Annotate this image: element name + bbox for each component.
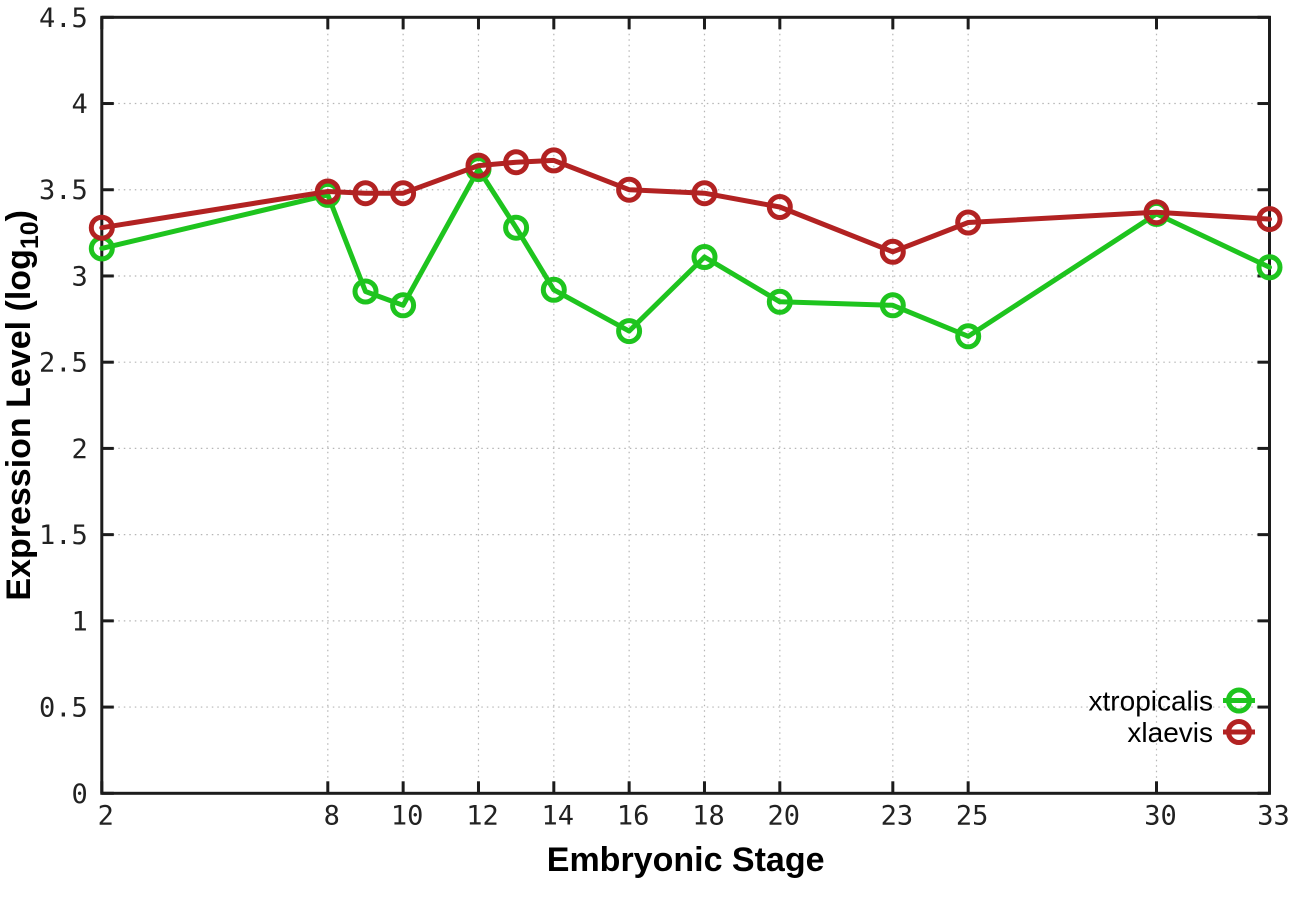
series-line-xlaevis [99, 157, 1272, 255]
data-point-marker [691, 180, 718, 207]
x-tick-label: 8 [324, 800, 340, 831]
data-point-marker [616, 318, 643, 345]
x-tick-label: 33 [1257, 800, 1290, 831]
y-tick-label: 4 [72, 89, 88, 120]
legend-marker-xtropicalis [1226, 687, 1252, 714]
data-point-marker [352, 180, 379, 207]
data-point-marker [390, 180, 417, 207]
x-axis-title: Embryonic Stage [547, 841, 825, 879]
data-point-marker [352, 278, 379, 305]
y-axis-title: Expression Level (log10) [0, 210, 44, 601]
data-point-marker [1256, 206, 1283, 233]
data-point-marker [540, 276, 567, 303]
series-markers-xlaevis [88, 147, 1283, 265]
data-point-marker [879, 292, 906, 319]
data-point-marker [691, 244, 718, 270]
y-tick-label: 4.5 [39, 3, 88, 34]
x-tick-label: 25 [956, 800, 989, 831]
x-tick-label: 16 [617, 800, 650, 831]
y-tick-label: 3 [72, 261, 88, 292]
data-point-marker [1256, 254, 1283, 281]
data-point-marker [88, 214, 115, 241]
x-tick-label: 20 [768, 800, 801, 831]
legend-label-xlaevis: xlaevis [1127, 717, 1213, 748]
tick-marks [100, 15, 1271, 795]
x-tick-label: 14 [542, 800, 575, 831]
plot-border [100, 15, 1271, 795]
x-tick-label: 18 [692, 800, 725, 831]
x-tick-label: 2 [98, 800, 114, 831]
y-tick-label: 2 [72, 434, 88, 465]
data-point-marker [1143, 199, 1170, 226]
data-point-marker [766, 288, 793, 315]
series-markers-xtropicalis [88, 156, 1283, 350]
data-point-marker [766, 194, 793, 220]
data-point-marker [465, 152, 492, 179]
data-point-marker [616, 176, 643, 203]
legend-marker-xlaevis [1226, 719, 1252, 745]
data-point-marker [314, 178, 341, 205]
y-tick-label: 1 [72, 606, 88, 637]
legend-label-xtropicalis: xtropicalis [1089, 685, 1213, 716]
data-point-marker [540, 147, 567, 174]
y-tick-label: 1.5 [39, 520, 88, 551]
x-tick-label: 12 [466, 800, 499, 831]
x-tick-label: 30 [1144, 800, 1177, 831]
y-tick-label: 2.5 [39, 348, 88, 379]
data-point-marker [879, 238, 906, 265]
series-line-xtropicalis [99, 166, 1272, 339]
x-tick-label: 23 [881, 800, 914, 831]
data-point-marker [503, 214, 530, 241]
y-tick-label: 0.5 [39, 693, 88, 724]
x-tick-label: 10 [391, 800, 424, 831]
y-tick-label: 0 [72, 779, 88, 810]
y-tick-label: 3.5 [39, 175, 88, 206]
data-point-marker [955, 323, 982, 350]
data-point-marker [390, 292, 417, 319]
data-point-marker [955, 209, 982, 236]
data-point-marker [503, 149, 530, 176]
